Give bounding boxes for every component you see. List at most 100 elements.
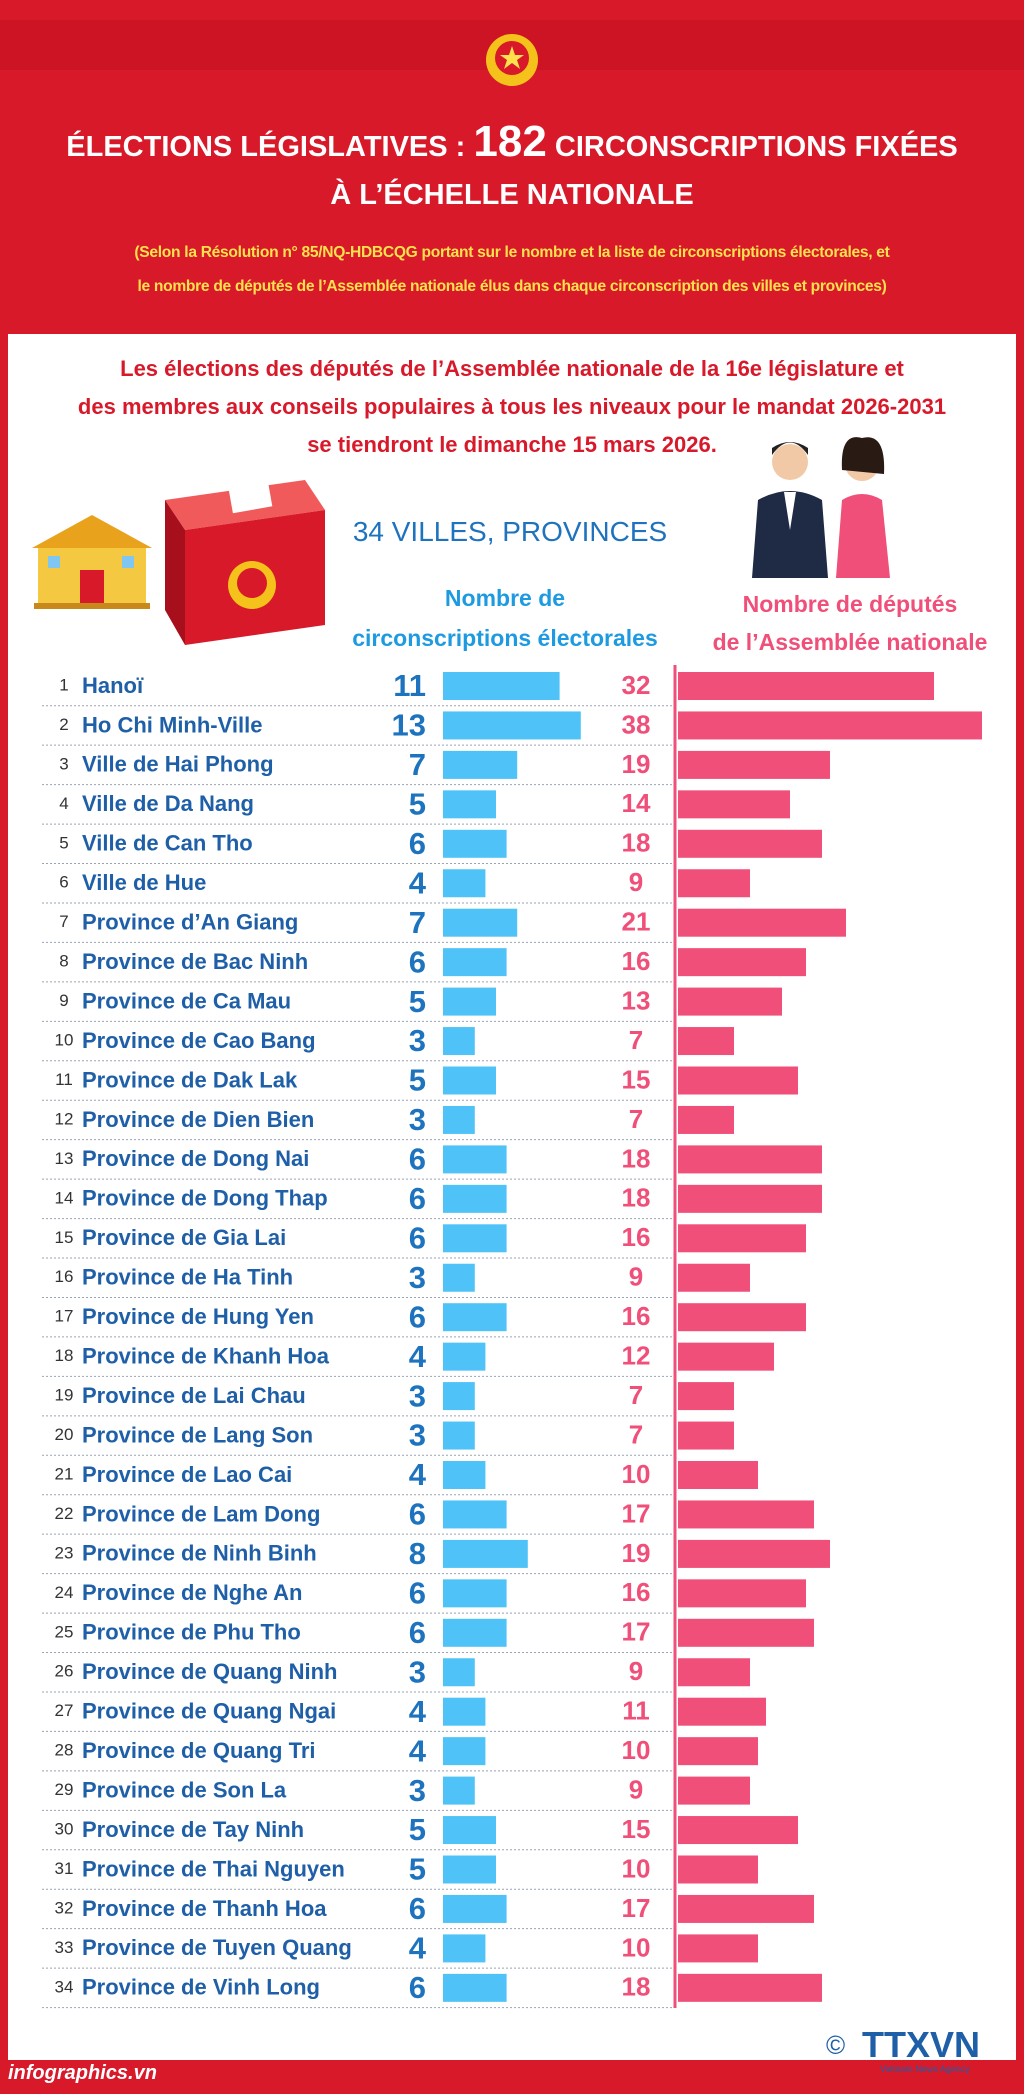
value-label: 38 xyxy=(622,709,651,739)
value-label: 10 xyxy=(622,1853,651,1883)
rank: 19 xyxy=(55,1386,74,1405)
bar xyxy=(443,1263,475,1292)
bar xyxy=(678,1855,758,1884)
bar xyxy=(678,1894,814,1923)
category-label: Province de Gia Lai xyxy=(82,1225,286,1250)
value-label: 7 xyxy=(629,1419,643,1449)
value-label: 10 xyxy=(622,1459,651,1489)
bar xyxy=(443,1658,475,1687)
value-label: 5 xyxy=(409,984,426,1019)
category-label: Province de Dong Nai xyxy=(82,1146,309,1171)
bar xyxy=(678,750,830,779)
rank: 21 xyxy=(55,1464,74,1483)
bar xyxy=(443,1224,507,1253)
value-label: 4 xyxy=(409,1694,427,1729)
bar xyxy=(443,1618,507,1647)
intro: Les élections des députés de l’Assemblée… xyxy=(77,356,947,457)
value-label: 16 xyxy=(622,1301,651,1331)
category-label: Ville de Da Nang xyxy=(82,791,254,816)
bar xyxy=(678,672,934,700)
value-label: 3 xyxy=(409,1773,426,1808)
value-label: 4 xyxy=(409,1339,427,1374)
bar xyxy=(678,1539,830,1568)
rank: 33 xyxy=(55,1938,74,1957)
category-label: Province de Phu Tho xyxy=(82,1620,301,1645)
bar xyxy=(443,1579,507,1608)
rank: 17 xyxy=(55,1307,74,1326)
value-label: 14 xyxy=(622,788,651,818)
value-label: 32 xyxy=(622,670,651,700)
rank: 2 xyxy=(59,715,68,734)
value-label: 3 xyxy=(409,1654,426,1689)
subtitle: (Selon la Résolution n° 85/NQ-HDBCQG por… xyxy=(134,244,890,295)
value-label: 10 xyxy=(622,1735,651,1765)
rank: 10 xyxy=(55,1031,74,1050)
category-label: Province de Dien Bien xyxy=(82,1107,314,1132)
rank: 11 xyxy=(55,1070,73,1089)
category-label: Ho Chi Minh-Ville xyxy=(82,712,262,737)
category-label: Province de Quang Ngai xyxy=(82,1699,336,1724)
rank: 23 xyxy=(55,1543,74,1562)
bar xyxy=(678,1500,814,1529)
title-end: CIRCONSCRIPTIONS FIXÉES À L’ÉCHELLE NATI… xyxy=(330,131,958,211)
bar xyxy=(678,1697,766,1726)
bar xyxy=(678,908,846,937)
bar xyxy=(443,1105,475,1134)
value-label: 9 xyxy=(629,1656,643,1686)
value-label: 5 xyxy=(409,1063,426,1098)
value-label: 6 xyxy=(409,1576,426,1611)
value-label: 7 xyxy=(629,1104,643,1134)
people-illustration xyxy=(752,437,890,578)
value-label: 7 xyxy=(629,1380,643,1410)
bar xyxy=(443,1855,496,1884)
category-label: Province de Cao Bang xyxy=(82,1028,316,1053)
rank: 31 xyxy=(55,1859,74,1878)
category-label: Province de Thai Nguyen xyxy=(82,1856,345,1881)
rank: 24 xyxy=(55,1583,74,1602)
bar xyxy=(443,1539,528,1568)
category-label: Province de Khanh Hoa xyxy=(82,1343,330,1368)
value-label: 18 xyxy=(622,1143,651,1173)
bar xyxy=(678,1303,806,1332)
value-label: 6 xyxy=(409,1220,426,1255)
value-label: 19 xyxy=(622,749,651,779)
category-label: Province de Dak Lak xyxy=(82,1067,298,1092)
bar xyxy=(443,948,507,977)
category-label: Province de Bac Ninh xyxy=(82,949,308,974)
bar xyxy=(443,750,518,779)
rank: 22 xyxy=(55,1504,74,1523)
bar xyxy=(443,1342,486,1371)
bar xyxy=(678,1184,822,1213)
category-label: Province de Thanh Hoa xyxy=(82,1896,327,1921)
bar xyxy=(678,1816,798,1845)
bar xyxy=(678,1382,734,1411)
value-label: 3 xyxy=(409,1260,426,1295)
rank: 32 xyxy=(55,1898,74,1917)
value-label: 6 xyxy=(409,1615,426,1650)
value-label: 9 xyxy=(629,867,643,897)
value-label: 6 xyxy=(409,1497,426,1532)
category-label: Province de Ha Tinh xyxy=(82,1265,293,1290)
rank: 26 xyxy=(55,1662,74,1681)
value-label: 12 xyxy=(622,1341,651,1371)
rank: 13 xyxy=(55,1149,74,1168)
bar xyxy=(443,1066,496,1095)
agency-subtitle: Vietnam News Agency xyxy=(880,2064,970,2074)
rank: 6 xyxy=(59,873,68,892)
rank: 28 xyxy=(55,1741,74,1760)
bar xyxy=(678,1618,814,1647)
rank: 9 xyxy=(59,991,68,1010)
value-label: 5 xyxy=(409,787,426,822)
bar xyxy=(678,1737,758,1766)
value-label: 6 xyxy=(409,1142,426,1177)
bar xyxy=(678,1105,734,1134)
bar xyxy=(443,829,507,858)
title: ÉLECTIONS LÉGISLATIVES : 182 CIRCONSCRIP… xyxy=(0,118,1024,219)
value-label: 15 xyxy=(622,1814,651,1844)
bar xyxy=(678,1342,774,1371)
bar xyxy=(443,1421,475,1450)
value-label: 15 xyxy=(622,1064,651,1094)
legend-entry: Nombre de circonscriptions électorales xyxy=(352,585,658,651)
bar xyxy=(443,1461,486,1489)
